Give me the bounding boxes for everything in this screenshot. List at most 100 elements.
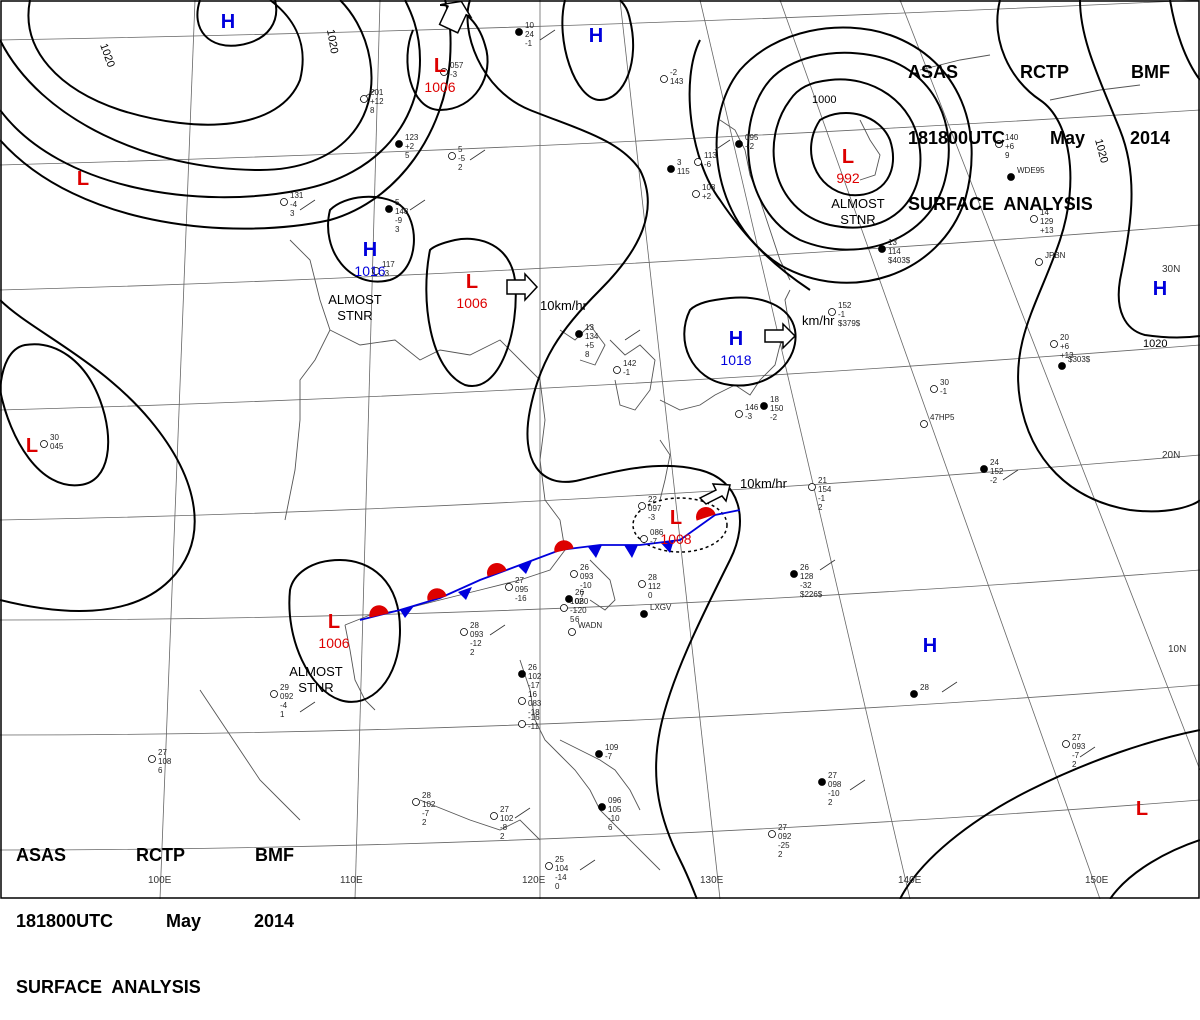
longitude-label: 120E [522,875,546,886]
station-plot-value: 13 [888,238,897,247]
station-plot-value: 109 [605,743,619,752]
station-plot-value: 098 [828,780,842,789]
station-plot-value: -10 [580,581,592,590]
station-circle [808,483,816,491]
high-symbol: H [1153,278,1167,300]
high-pressure-center: H [923,635,937,657]
low-symbol: L [466,271,478,293]
station-plot-value: 2 [778,850,783,859]
stationary-front [359,507,741,621]
station-circle [980,465,988,473]
central-pressure-value: 1006 [318,635,349,651]
station-plot-value: 086 [650,528,664,537]
header-title: SURFACE ANALYSIS [16,977,201,997]
station-circle [1050,340,1058,348]
station-plot-value: 108 [702,183,716,192]
station-circle [372,267,380,275]
station-plot-value: 134 [585,332,599,341]
central-pressure-value: 1016 [354,263,385,279]
header-year: 2014 [1129,128,1170,148]
header-station: RCTP [1020,62,1069,82]
station-plot: 5-52 [458,145,466,172]
station-plot: 102-15 [570,597,584,624]
station-plot-value: 142 [623,359,637,368]
station-plot: 131-43 [290,191,304,218]
station-circle [595,750,603,758]
station-plot-value: -16 [528,713,540,722]
station-plot-value: 093 [1072,742,1086,751]
station-plot: 117-3 [382,260,395,278]
station-plot-value: 128 [800,572,814,581]
station-plot-value: 083 [528,699,542,708]
station-circle [910,690,918,698]
high-pressure-center: H 1018 [720,328,751,368]
small-low-dashed-isobar [632,497,728,553]
low-pressure-center: L 1006 [456,271,487,311]
station-plot-value: -12 [470,639,482,648]
low-symbol: L [26,435,38,457]
low-symbol: L [670,507,682,529]
station-plot-value: -11 [528,722,540,731]
station-plot-value: 154 [818,485,832,494]
center-motion-note: ALMOST [289,664,343,679]
station-plot-value: 3 [395,225,400,234]
station-plot-value: 096 [608,796,622,805]
station-plot-value: 5 [405,151,410,160]
station-plot-value: 2 [458,163,463,172]
station-plot: 140+69 [1005,133,1019,160]
station-plot-value: -2 [670,68,678,77]
station-circle [667,165,675,173]
station-circle [412,798,420,806]
header-line-3: SURFACE ANALYSIS [16,976,294,998]
station-plot-value: 129 [1040,217,1054,226]
latitude-grid [0,0,1200,851]
central-pressure-value: 1006 [456,295,487,311]
motion-speed-label: 10km/hr [740,476,788,491]
station-circle [995,140,1003,148]
station-plot-value: 29 [280,683,289,692]
station-circle [828,308,836,316]
central-pressure-value: 992 [836,170,860,186]
station-plot-value: 140 [1005,133,1019,142]
station-plots: 1024-1201+128057-3123+255-52131-435148-9… [50,21,1091,891]
station-plot-value: 28 [648,573,657,582]
station-circle [440,68,448,76]
station-plot-value: 3 [677,158,682,167]
station-plot-value: -1 [940,387,948,396]
header-top-right: ASAS RCTP BMF 181800UTC May 2014 SURFACE… [908,17,1170,237]
station-plot-value: 2 [828,798,833,807]
station-plot-value: 092 [280,692,294,701]
station-plot: 095+2 [745,133,759,151]
station-plot-value: 152 [990,467,1004,476]
station-plot-value: 2 [422,818,427,827]
station-circle [565,595,573,603]
low-symbol: L [434,55,446,77]
header-line-2: 181800UTC May 2014 [908,127,1170,149]
station-plot-value: +2 [405,142,415,151]
station-circle [460,628,468,636]
station-circle [878,245,886,253]
low-symbol: L [77,168,89,190]
station-plot-value: 105 [608,805,622,814]
header-product-code: ASAS [16,845,67,865]
station-plot-value: 27 [828,771,837,780]
header-year: 2014 [253,911,294,931]
station-circle [694,158,702,166]
station-plot: 113-6 [704,151,717,169]
station-circle [768,830,776,838]
station-plot-value: 150 [770,404,784,413]
station-plot-value: 22 [648,495,657,504]
high-pressure-center: H [589,25,603,47]
station-plot-value: 30 [940,378,949,387]
central-pressure-value: 1006 [424,79,455,95]
station-plot-value: 47HP5 [930,413,955,422]
